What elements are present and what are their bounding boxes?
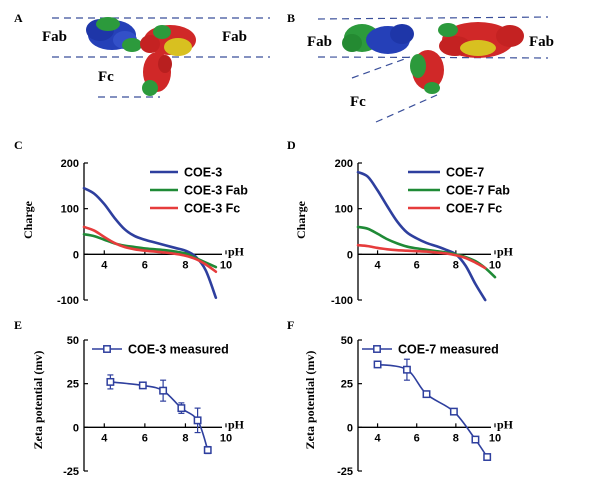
- y-tick-label: -25: [63, 466, 79, 478]
- x-tick-label: 10: [220, 259, 232, 271]
- data-point-marker: [449, 407, 458, 416]
- y-tick-label: 100: [61, 204, 79, 216]
- legend-label: COE-3: [184, 166, 222, 180]
- legend-label: COE-3 Fc: [184, 202, 240, 216]
- label-fc: Fc: [98, 69, 114, 85]
- x-tick-label: 6: [142, 432, 148, 444]
- antibody-structure-b: [342, 22, 524, 94]
- y-axis-label: Zeta potential (mv): [31, 351, 45, 450]
- legend-label: COE-3 Fab: [184, 184, 248, 198]
- series-line-1: [82, 186, 218, 300]
- legend-label: COE-7 Fab: [446, 184, 510, 198]
- series-line-3: [356, 243, 487, 270]
- x-tick-label: 8: [453, 259, 459, 271]
- data-point-marker: [138, 381, 147, 390]
- series-line-1: [356, 170, 487, 302]
- panel-letter-c: C: [14, 138, 23, 152]
- series-line-1: [109, 381, 209, 451]
- legend-label: COE-7: [446, 166, 484, 180]
- data-point-marker: [159, 386, 168, 395]
- x-axis-label: pH: [497, 244, 514, 258]
- panel-a: A Fab Fab Fc: [14, 11, 270, 98]
- legend-marker: [103, 345, 111, 353]
- x-tick-label: 8: [182, 259, 188, 271]
- x-tick-label: 4: [101, 259, 108, 271]
- data-point-marker: [471, 435, 480, 444]
- y-tick-label: 100: [335, 204, 353, 216]
- data-point-marker: [402, 365, 411, 374]
- x-axis-label: pH: [497, 417, 514, 431]
- y-tick-label: 25: [341, 379, 353, 391]
- y-tick-label: 0: [347, 249, 353, 261]
- label-fab-left: Fab: [42, 29, 67, 45]
- y-tick-label: 0: [347, 422, 353, 434]
- y-tick-label: 0: [73, 422, 79, 434]
- dashed-guide-top: [317, 16, 549, 20]
- x-tick-label: 4: [375, 259, 382, 271]
- y-tick-label: 50: [67, 335, 79, 347]
- y-tick-label: -100: [57, 295, 79, 307]
- data-point-marker: [203, 446, 212, 454]
- y-axis-label: Charge: [21, 200, 35, 239]
- y-tick-label: 200: [335, 158, 353, 170]
- panel-letter-a: A: [14, 11, 23, 25]
- dashed-guide-middle: [317, 56, 549, 59]
- legend-marker: [373, 345, 381, 353]
- panel-letter-b: B: [287, 11, 295, 25]
- x-tick-label: 8: [453, 432, 459, 444]
- label-fc: Fc: [350, 94, 366, 110]
- label-fab-left: Fab: [307, 34, 332, 50]
- y-tick-label: -100: [331, 295, 353, 307]
- x-tick-label: 8: [182, 432, 188, 444]
- x-tick-label: 10: [489, 432, 501, 444]
- legend-label: COE-7 Fc: [446, 202, 502, 216]
- x-axis-label: pH: [228, 244, 245, 258]
- x-axis-label: pH: [228, 417, 245, 431]
- panel-letter-d: D: [287, 138, 296, 152]
- panel-b: B Fab Fab Fc: [287, 11, 554, 123]
- y-tick-label: 50: [341, 335, 353, 347]
- series-line-1: [376, 363, 488, 458]
- label-fab-right: Fab: [222, 29, 247, 45]
- x-tick-label: 10: [220, 432, 232, 444]
- panel-letter-e: E: [14, 318, 22, 332]
- legend-label: COE-7 measured: [398, 343, 499, 357]
- x-tick-label: 6: [414, 432, 420, 444]
- y-tick-label: 0: [73, 249, 79, 261]
- data-point-marker: [106, 377, 115, 386]
- x-tick-label: 6: [414, 259, 420, 271]
- label-fab-right: Fab: [529, 34, 554, 50]
- data-point-marker: [422, 390, 431, 399]
- x-tick-label: 4: [375, 432, 382, 444]
- y-tick-label: 25: [67, 379, 79, 391]
- data-point-marker: [177, 404, 186, 413]
- antibody-structure-a: [86, 17, 196, 96]
- y-tick-label: 200: [61, 158, 79, 170]
- legend-label: COE-3 measured: [128, 343, 229, 357]
- dashed-guide-fc-bottom: [375, 94, 438, 123]
- series-line-3: [82, 225, 218, 273]
- data-point-marker: [373, 360, 382, 369]
- panel-letter-f: F: [287, 318, 294, 332]
- dashed-guide-fc-top: [351, 56, 411, 79]
- y-axis-label: Charge: [294, 200, 308, 239]
- y-tick-label: -25: [337, 466, 353, 478]
- x-tick-label: 10: [489, 259, 501, 271]
- data-point-marker: [483, 453, 492, 461]
- x-tick-label: 4: [101, 432, 108, 444]
- x-tick-label: 6: [142, 259, 148, 271]
- data-point-marker: [193, 416, 202, 425]
- y-axis-label: Zeta potential (mv): [303, 351, 317, 450]
